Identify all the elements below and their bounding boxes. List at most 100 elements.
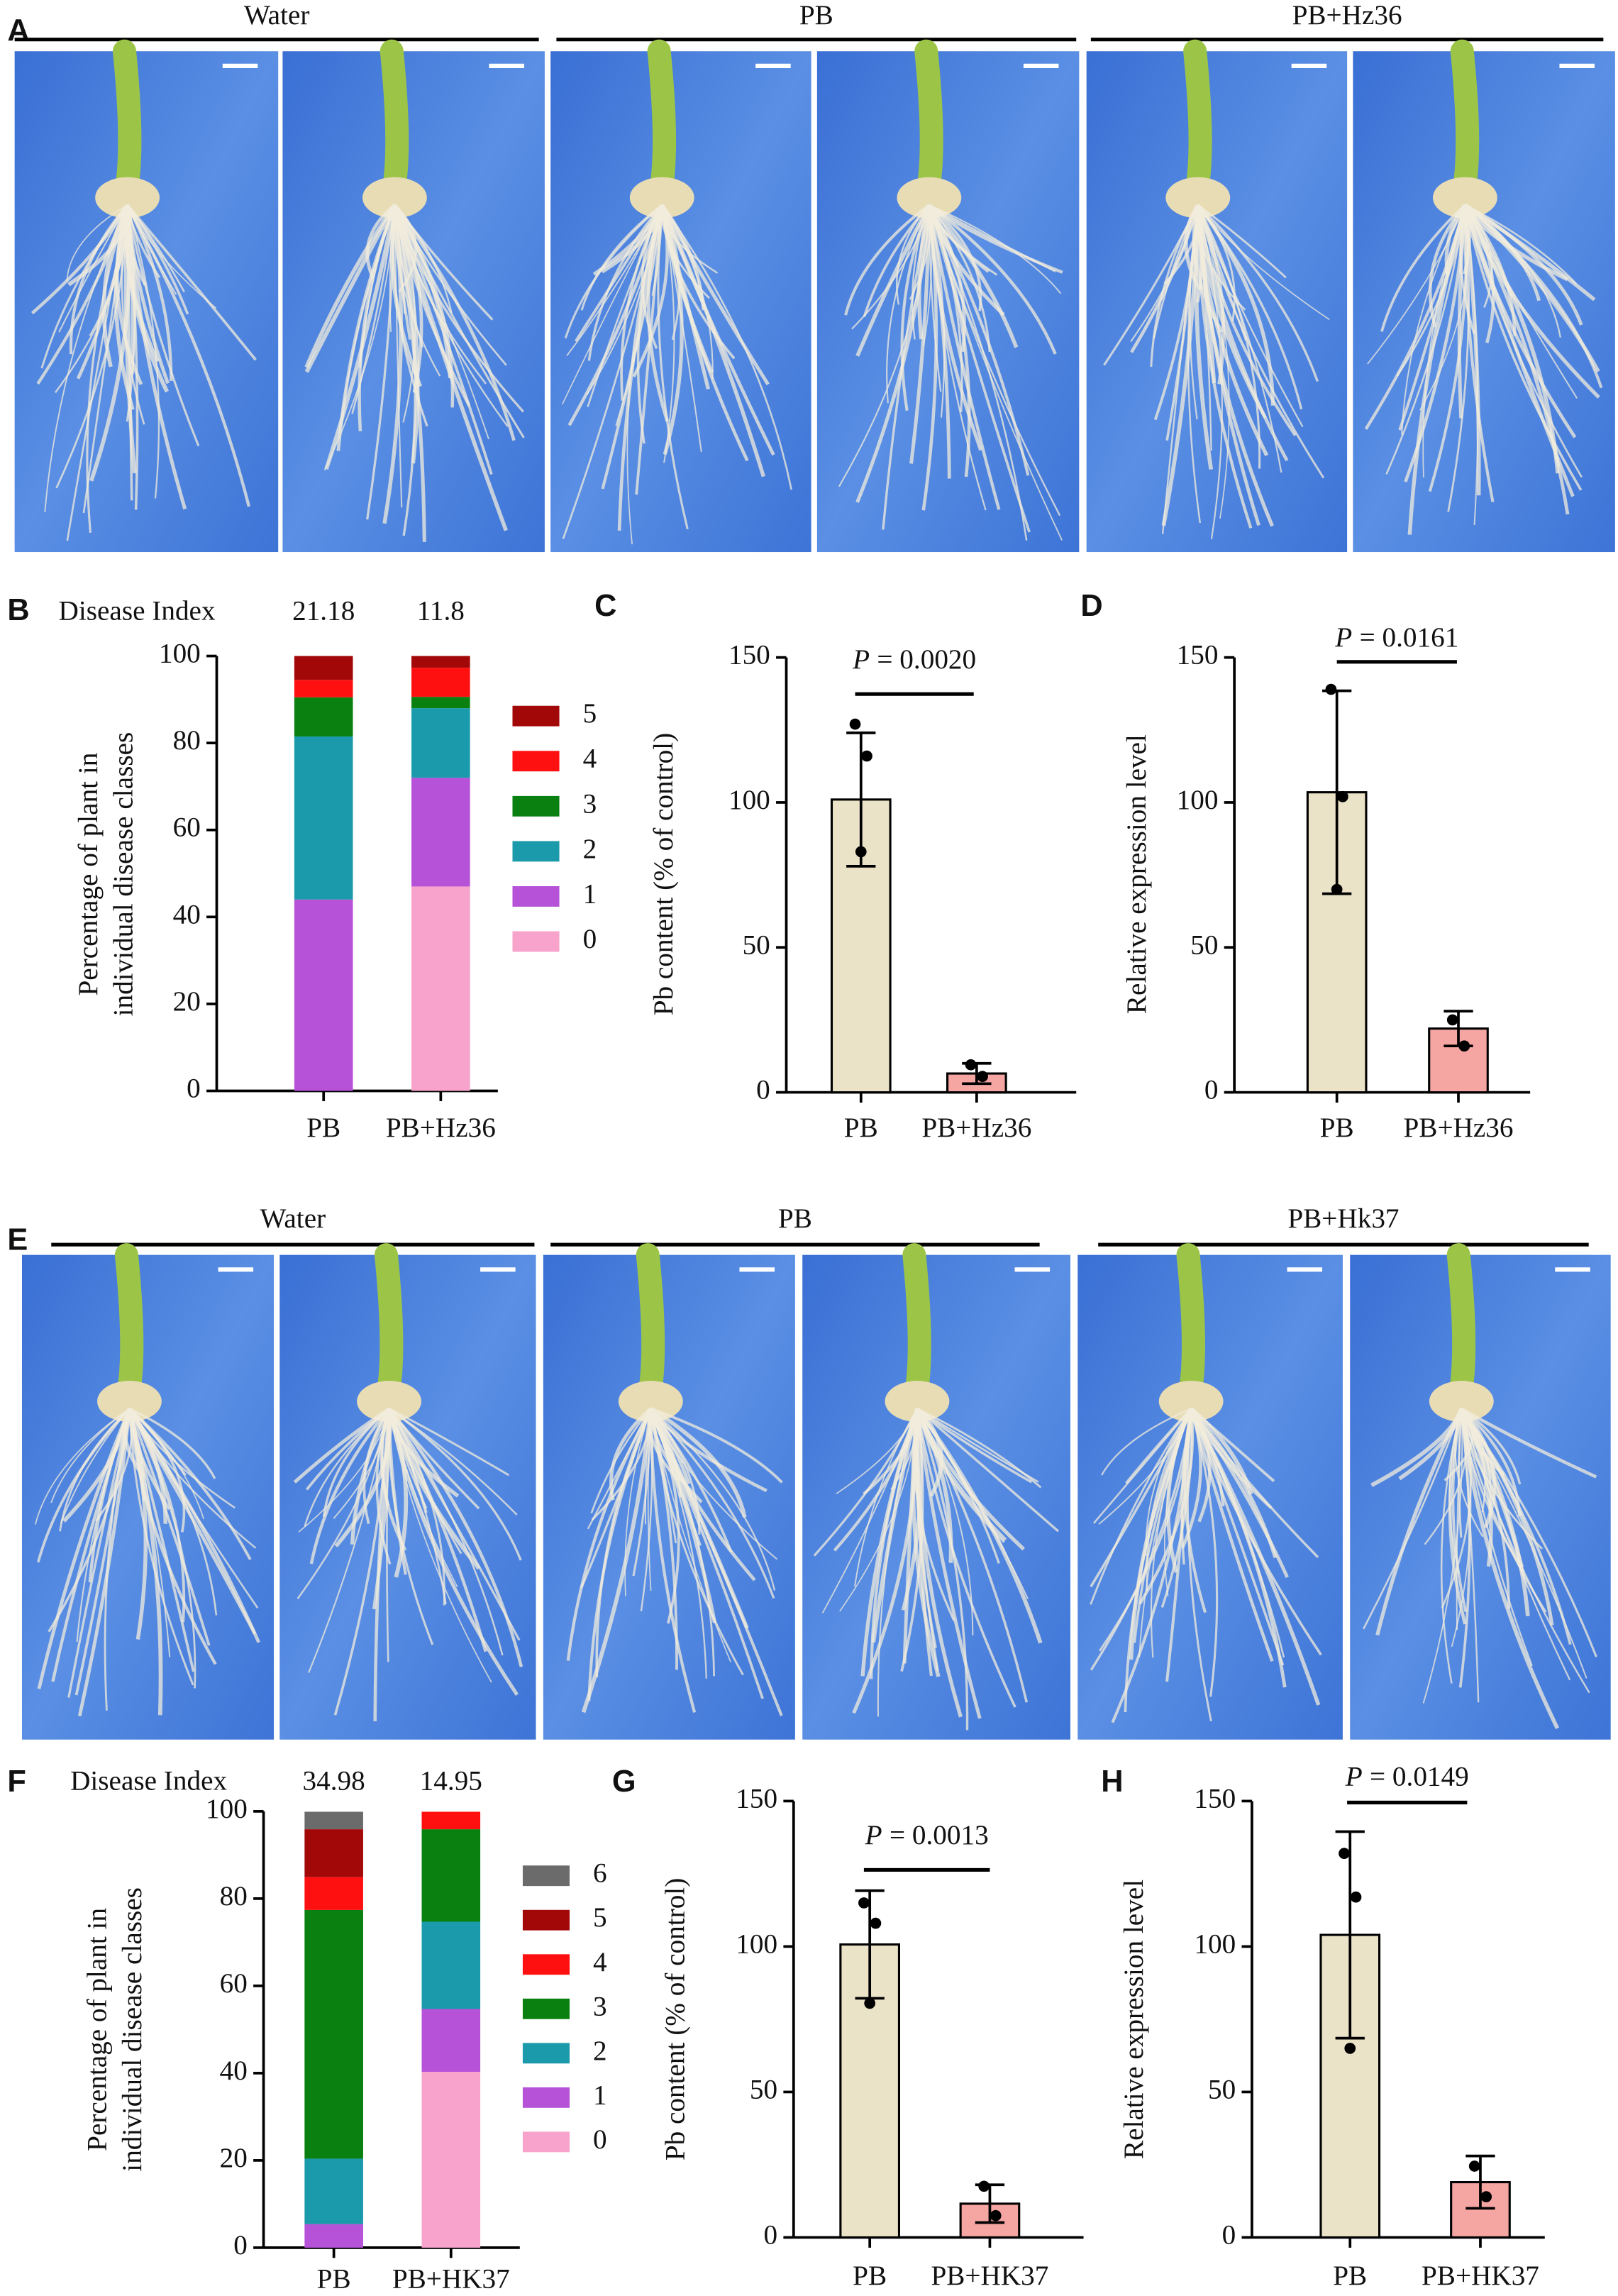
- stem: [636, 1243, 665, 1398]
- root: [928, 204, 1057, 355]
- y-tick-label: 50: [743, 929, 770, 960]
- bar-segment: [421, 1921, 481, 2009]
- root: [1130, 204, 1199, 343]
- bar-segment: [411, 656, 470, 668]
- root: [1380, 204, 1466, 332]
- root: [69, 204, 129, 355]
- root: [394, 204, 487, 385]
- y-tick-label: 50: [750, 2074, 777, 2104]
- root: [1457, 204, 1467, 419]
- bar-segment: [294, 656, 353, 680]
- root: [649, 1408, 764, 1699]
- bar-segment: [411, 668, 470, 697]
- root: [567, 204, 664, 426]
- bar-segment: [304, 1909, 363, 2159]
- root: [1197, 204, 1261, 469]
- root-photo: [543, 1243, 795, 1740]
- legend-label: 3: [593, 1991, 607, 2021]
- root: [393, 204, 406, 314]
- legend-swatch: [522, 1865, 570, 1887]
- error-bar: [1335, 1830, 1365, 2040]
- legend-label: 0: [593, 2124, 607, 2155]
- root-photo: [802, 1243, 1070, 1740]
- root: [128, 1408, 194, 1686]
- root: [37, 1408, 131, 1689]
- root: [394, 204, 403, 508]
- p-text: = 0.0149: [1370, 1761, 1469, 1792]
- root: [77, 1408, 131, 1717]
- x-tick-label: PB: [317, 2263, 351, 2294]
- y-tick-label: 20: [173, 986, 201, 1017]
- group-label: PB+Hz36: [1292, 0, 1402, 31]
- root-crown: [885, 1381, 950, 1422]
- root: [358, 204, 397, 431]
- data-point: [978, 2180, 990, 2192]
- root-photo: [282, 39, 545, 553]
- y-tick-label: 40: [220, 2055, 248, 2086]
- group-label: Water: [260, 1203, 326, 1234]
- root-photo: [1077, 1243, 1343, 1740]
- root: [60, 1408, 131, 1524]
- root: [128, 1407, 216, 1479]
- root: [928, 204, 987, 511]
- root: [1464, 203, 1583, 326]
- root: [647, 1408, 652, 1591]
- root: [649, 1406, 747, 1518]
- root: [388, 1408, 428, 1509]
- x-tick-label: PB+HK37: [931, 2261, 1048, 2291]
- root: [1196, 204, 1297, 436]
- root: [128, 1408, 171, 1511]
- data-point: [1337, 790, 1348, 802]
- root-photo: [816, 39, 1080, 553]
- group-label: PB: [799, 0, 833, 31]
- root: [650, 1407, 783, 1484]
- legend-swatch: [512, 885, 560, 907]
- root: [1190, 1407, 1275, 1482]
- stem: [114, 1243, 144, 1398]
- disease-index: 11.8: [417, 596, 465, 627]
- root: [126, 204, 160, 499]
- root: [387, 1408, 487, 1652]
- data-point: [1458, 1040, 1470, 1052]
- p-value: P = 0.0149: [1345, 1761, 1469, 1792]
- root: [915, 1408, 982, 1719]
- root: [915, 1407, 1043, 1644]
- root: [1190, 1408, 1274, 1662]
- root: [1463, 203, 1541, 302]
- root: [350, 1408, 391, 1545]
- y-tick-label: 0: [764, 2219, 778, 2250]
- root: [1463, 204, 1560, 474]
- root: [1422, 204, 1466, 478]
- root: [649, 1408, 678, 1670]
- y-tick-label: 50: [1208, 2074, 1236, 2104]
- root: [650, 1408, 776, 1591]
- y-tick-label: 40: [173, 899, 201, 929]
- root: [624, 1408, 652, 1596]
- y-axis-label: Relative expression level: [1121, 734, 1152, 1014]
- legend-label: 5: [593, 1902, 607, 1933]
- root: [916, 1408, 1060, 1533]
- p-text: = 0.0013: [890, 1820, 989, 1850]
- x-tick-label: PB: [306, 1113, 340, 1143]
- root: [1189, 204, 1199, 420]
- root: [650, 1408, 731, 1662]
- root: [896, 204, 930, 305]
- y-tick-label: 60: [220, 1968, 248, 1999]
- photo-background: [14, 51, 279, 553]
- root: [916, 1408, 939, 1672]
- group-label: Water: [244, 0, 310, 31]
- bar-segment: [411, 708, 470, 778]
- disease-index: 34.98: [303, 1766, 365, 1796]
- panel-letter: E: [7, 1223, 28, 1257]
- bar-segment: [411, 778, 470, 887]
- root-crown: [897, 177, 962, 219]
- bar-segment: [411, 886, 470, 1091]
- root-crown: [629, 177, 694, 219]
- data-point: [864, 1997, 876, 2009]
- bar-segment: [304, 2158, 363, 2224]
- root: [1196, 204, 1275, 406]
- y-tick-label: 80: [173, 725, 201, 756]
- root: [1461, 1408, 1571, 1681]
- root: [304, 204, 397, 368]
- root: [1090, 1408, 1192, 1671]
